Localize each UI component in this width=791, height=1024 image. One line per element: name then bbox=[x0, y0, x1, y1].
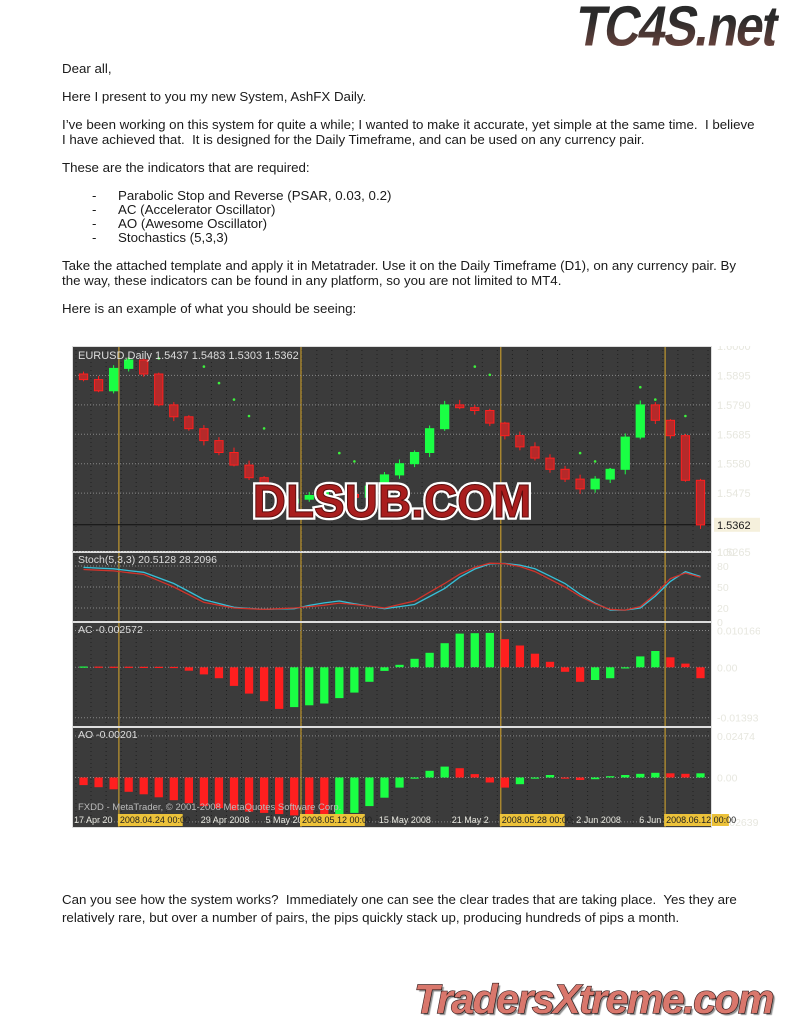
svg-text:1.5362: 1.5362 bbox=[717, 520, 751, 532]
svg-text:0.010166: 0.010166 bbox=[717, 626, 760, 638]
svg-text:1.6000: 1.6000 bbox=[717, 346, 751, 353]
svg-text:FXDD - MetaTrader, © 2001-2008: FXDD - MetaTrader, © 2001-2008 MetaQuote… bbox=[78, 802, 341, 813]
svg-text:2008.05.12 00:00: 2008.05.12 00:00 bbox=[302, 815, 372, 825]
svg-text:DLSUB.COM: DLSUB.COM bbox=[253, 475, 532, 527]
svg-text:6 Jun: 6 Jun bbox=[639, 815, 661, 825]
svg-text:AO -0.00201: AO -0.00201 bbox=[78, 729, 138, 741]
svg-text:50: 50 bbox=[717, 582, 729, 594]
svg-text:0.00: 0.00 bbox=[717, 662, 738, 674]
svg-text:1.5580: 1.5580 bbox=[717, 459, 751, 471]
svg-text:5 May 20: 5 May 20 bbox=[266, 815, 303, 825]
svg-text:1.5685: 1.5685 bbox=[717, 429, 751, 441]
svg-text:80: 80 bbox=[717, 561, 729, 573]
svg-text:21 May 2: 21 May 2 bbox=[452, 815, 489, 825]
svg-text:2008.06.12 00:00: 2008.06.12 00:00 bbox=[666, 815, 736, 825]
svg-text:0.02474: 0.02474 bbox=[717, 731, 755, 743]
svg-text:1.5790: 1.5790 bbox=[717, 400, 751, 412]
svg-text:2 Jun 2008: 2 Jun 2008 bbox=[576, 815, 621, 825]
svg-text:2008.05.28 00:00: 2008.05.28 00:00 bbox=[502, 815, 572, 825]
svg-text:17 Apr 20: 17 Apr 20 bbox=[74, 815, 113, 825]
svg-text:Stoch(5,3,3) 20.5128 28.2096: Stoch(5,3,3) 20.5128 28.2096 bbox=[78, 554, 217, 566]
svg-text:EURUSD,Daily 1.5437 1.5483: EURUSD,Daily 1.5437 1.5483 1.5303 1.5362 bbox=[78, 350, 299, 362]
svg-text:100: 100 bbox=[717, 547, 735, 559]
svg-text:-0.01393: -0.01393 bbox=[717, 713, 759, 725]
svg-text:AC -0.002572: AC -0.002572 bbox=[78, 624, 143, 636]
svg-text:29 Apr 2008: 29 Apr 2008 bbox=[201, 815, 250, 825]
svg-text:20: 20 bbox=[717, 603, 729, 615]
svg-text:2008.04.24 00:00: 2008.04.24 00:00 bbox=[120, 815, 190, 825]
svg-text:15 May 2008: 15 May 2008 bbox=[379, 815, 431, 825]
svg-text:1.5895: 1.5895 bbox=[717, 370, 751, 382]
svg-text:1.5475: 1.5475 bbox=[717, 488, 751, 500]
svg-text:0.00: 0.00 bbox=[717, 773, 738, 785]
